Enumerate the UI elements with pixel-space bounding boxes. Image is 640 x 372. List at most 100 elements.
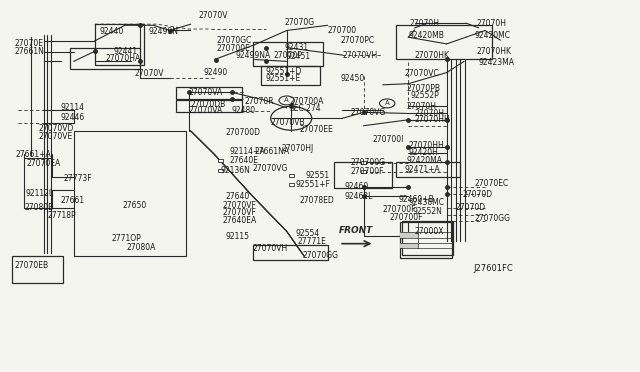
Text: 27640: 27640 (225, 192, 250, 201)
Text: 27070VF: 27070VF (223, 201, 257, 210)
Bar (261, 66, 320, 85)
Text: 92551+F: 92551+F (296, 180, 330, 189)
Text: 27080B: 27080B (24, 203, 54, 212)
Text: 27070VB: 27070VB (270, 118, 305, 126)
Text: 27070HK: 27070HK (477, 47, 512, 56)
Text: 92551: 92551 (306, 171, 330, 180)
Text: 270700E: 270700E (216, 44, 250, 53)
Text: 27661: 27661 (61, 196, 85, 205)
Bar (176, 87, 242, 99)
Text: 27070VF: 27070VF (223, 208, 257, 217)
Text: 92460+B: 92460+B (398, 195, 434, 203)
Text: 92114: 92114 (61, 103, 84, 112)
Bar (95, 24, 144, 65)
Text: 2771OP: 2771OP (112, 234, 141, 243)
Text: 27070H: 27070H (415, 109, 445, 118)
Text: 27070G: 27070G (285, 18, 315, 27)
Text: 92423MA: 92423MA (479, 58, 515, 67)
Text: 92450: 92450 (340, 74, 365, 83)
Bar (289, 174, 294, 177)
Text: 27070VA: 27070VA (189, 106, 223, 115)
Text: 27070HH: 27070HH (415, 115, 451, 124)
Text: 27070VC: 27070VC (404, 69, 439, 78)
Bar (400, 222, 452, 258)
Text: 27070GC: 27070GC (216, 36, 252, 45)
Text: 27661NA: 27661NA (255, 147, 290, 156)
Text: 27080A: 27080A (127, 243, 156, 252)
Text: 92115: 92115 (225, 232, 249, 241)
Text: 270700G: 270700G (351, 158, 386, 167)
Text: 92480: 92480 (232, 106, 256, 115)
Text: 27070VG: 27070VG (351, 108, 386, 117)
Text: 27070HJ: 27070HJ (282, 144, 314, 153)
Text: 27650: 27650 (123, 201, 147, 210)
Text: 92440: 92440 (99, 27, 124, 36)
Bar (400, 243, 419, 248)
Text: 27070VD: 27070VD (38, 124, 74, 133)
Text: 27070VE: 27070VE (38, 132, 73, 141)
Text: 27070R: 27070R (244, 97, 274, 106)
Bar (361, 161, 366, 164)
Text: 27000X: 27000X (415, 227, 444, 236)
Text: 270700F: 270700F (389, 213, 422, 222)
Bar (176, 100, 242, 112)
Text: 27718P: 27718P (48, 211, 77, 220)
Bar (396, 25, 492, 59)
Text: 27640EA: 27640EA (223, 216, 257, 225)
Text: 92136N: 92136N (221, 166, 251, 175)
Text: 27070P: 27070P (274, 51, 303, 60)
Text: 92462L: 92462L (344, 192, 372, 201)
Text: 92420H: 92420H (408, 148, 438, 157)
Text: 27070V: 27070V (134, 69, 164, 78)
Text: 92420MC: 92420MC (475, 31, 511, 40)
Bar (218, 159, 223, 162)
Text: 92554: 92554 (296, 229, 320, 238)
Bar (74, 131, 186, 256)
Text: 27070PB: 27070PB (406, 84, 440, 93)
Text: 27070HH: 27070HH (408, 141, 444, 150)
Text: 27661N: 27661N (14, 47, 44, 56)
Text: 92471+A: 92471+A (404, 165, 440, 174)
Text: 27070V: 27070V (198, 11, 228, 20)
Text: 27070H: 27070H (406, 102, 436, 110)
Bar (361, 170, 366, 173)
Text: 27070D: 27070D (462, 190, 492, 199)
Text: 27070H: 27070H (410, 19, 440, 28)
Bar (402, 221, 453, 255)
Bar (289, 183, 294, 186)
Text: 92551+D: 92551+D (266, 67, 302, 76)
Text: 92446: 92446 (61, 113, 85, 122)
Text: 92552N: 92552N (413, 207, 443, 216)
Text: 92420MB: 92420MB (408, 31, 444, 40)
Text: 92441: 92441 (114, 47, 138, 56)
Text: 27070DB: 27070DB (191, 100, 226, 109)
Text: 27070EE: 27070EE (300, 125, 333, 134)
Bar (396, 162, 460, 177)
Bar (400, 232, 419, 238)
Text: 27070EC: 27070EC (475, 179, 509, 187)
Text: 92499N: 92499N (148, 27, 179, 36)
Text: 92451: 92451 (287, 52, 311, 61)
Text: 27070PC: 27070PC (340, 36, 374, 45)
Bar (253, 42, 323, 66)
Text: 27070D: 27070D (456, 203, 486, 212)
Text: 27640E: 27640E (229, 156, 258, 165)
Text: 27070GG: 27070GG (302, 251, 338, 260)
Text: 27078ED: 27078ED (300, 196, 334, 205)
Bar (70, 48, 140, 69)
Bar (253, 245, 328, 260)
Text: 92420MA: 92420MA (406, 156, 442, 165)
Text: 27773F: 27773F (64, 174, 93, 183)
Text: 27070E: 27070E (14, 39, 43, 48)
Bar (12, 256, 63, 283)
Text: 92499NA: 92499NA (236, 51, 271, 60)
Text: 27661+A: 27661+A (16, 150, 52, 159)
Text: 270700: 270700 (328, 26, 357, 35)
Text: 27771E: 27771E (298, 237, 326, 246)
Text: 92438MC: 92438MC (408, 198, 444, 207)
Text: 92431: 92431 (285, 43, 309, 52)
Text: 27070VH: 27070VH (342, 51, 378, 60)
Text: 270700A: 270700A (289, 97, 324, 106)
Text: 27070HK: 27070HK (415, 51, 450, 60)
Text: 92490: 92490 (204, 68, 228, 77)
